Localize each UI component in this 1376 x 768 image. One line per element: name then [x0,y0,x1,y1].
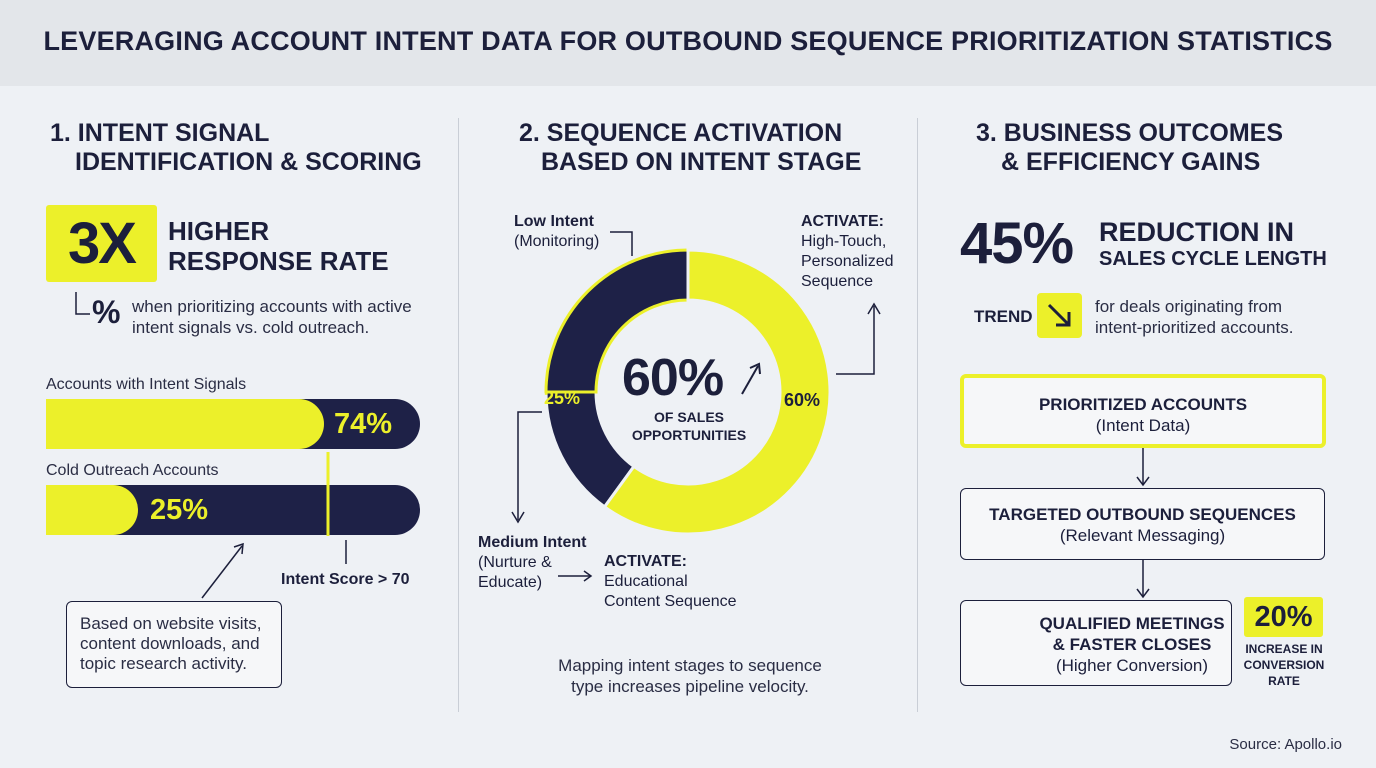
section3-title-line2: & EFFICIENCY GAINS [1001,148,1261,176]
donut-label-medium-intent: 25% [544,388,580,408]
conversion-label-line3: RATE [1268,674,1300,688]
bar-label-intent: Accounts with Intent Signals [46,376,247,393]
flow-step-prioritized-accounts: PRIORITIZED ACCOUNTS (Intent Data) [960,374,1326,448]
threshold-label: Intent Score > 70 [281,571,410,588]
medium-activate-line2: Content Sequence [604,593,737,610]
flow-step-qualified-meetings: QUALIFIED MEETINGS & FASTER CLOSES (High… [960,600,1232,686]
medium-intent-line2: Educate) [478,574,543,591]
flow-step3-title-line2: & FASTER CLOSES [1052,635,1212,654]
response-rate-label-line2: RESPONSE RATE [168,246,389,276]
bar-intent-fill [46,399,324,449]
section2-title-line2: BASED ON INTENT STAGE [541,148,862,176]
trend-desc-line2: intent-prioritized accounts. [1095,318,1294,337]
medium-intent-title: Medium Intent [478,534,587,551]
trend-desc-line1: for deals originating from [1095,297,1283,316]
note-line2: content downloads, and [80,634,260,653]
intent-donut-chart: 15%25%60% [544,248,832,536]
donut-center-label-line2: OPPORTUNITIES [631,427,747,443]
donut-center-label: OF SALES OPPORTUNITIES [606,408,772,444]
high-activate-label: ACTIVATE: [801,213,884,230]
column-divider [458,118,459,712]
source-credit: Source: Apollo.io [1229,736,1342,753]
section3-title: 3. BUSINESS OUTCOMES & EFFICIENCY GAINS [976,119,1283,177]
cycle-reduction-label-line2: SALES CYCLE LENGTH [1099,248,1327,270]
cycle-reduction-stat: 45% [960,211,1074,276]
signal-sources-note: Based on website visits, content downloa… [66,601,282,688]
bar-label-cold: Cold Outreach Accounts [46,462,219,479]
flow-step-targeted-sequences: TARGETED OUTBOUND SEQUENCES (Relevant Me… [960,488,1325,560]
cycle-reduction-label: REDUCTION IN SALES CYCLE LENGTH [1099,217,1327,271]
bar-cold-fill [46,485,138,535]
note-line1: Based on website visits, [80,614,262,633]
bar-intent-value: 74% [334,408,393,440]
medium-activate-line1: Educational [604,573,688,590]
percent-icon: % [92,294,121,330]
header-band [0,0,1376,86]
flow-step3-title-line1: QUALIFIED MEETINGS [1039,614,1225,633]
section2-title: 2. SEQUENCE ACTIVATION BASED ON INTENT S… [519,119,861,177]
medium-intent-line1: (Nurture & [478,554,552,571]
section1-title-line1: 1. INTENT SIGNAL [50,119,270,147]
section2-footer: Mapping intent stages to sequence type i… [470,655,910,697]
response-rate-desc-line1: when prioritizing accounts with active [132,297,412,316]
high-activate-line1: High-Touch, [801,233,887,250]
section1-title-line2: IDENTIFICATION & SCORING [75,148,422,176]
section3-title-line1: 3. BUSINESS OUTCOMES [976,119,1283,147]
medium-activate-label: ACTIVATE: [604,553,687,570]
flow-step3-sub: (Higher Conversion) [1055,656,1209,675]
flow-step2-title: TARGETED OUTBOUND SEQUENCES [989,505,1296,524]
section1-title: 1. INTENT SIGNAL IDENTIFICATION & SCORIN… [50,119,422,177]
trend-description: for deals originating from intent-priori… [1095,296,1293,338]
medium-intent-label: Medium Intent (Nurture & Educate) [478,533,586,593]
conversion-stat: 20% [1244,597,1323,637]
donut-segment-high-intent [602,248,832,536]
conversion-label-line2: CONVERSION [1243,658,1325,672]
donut-center-label-line1: OF SALES [653,409,724,425]
section2-title-line1: 2. SEQUENCE ACTIVATION [519,119,843,147]
response-rate-label: HIGHER RESPONSE RATE [168,216,389,276]
conversion-label: INCREASE IN CONVERSION RATE [1230,641,1338,689]
trend-up-icon [741,362,761,395]
section2-footer-line1: Mapping intent stages to sequence [558,656,822,675]
bar-cold-value: 25% [150,494,209,526]
flow-step2-sub: (Relevant Messaging) [1059,526,1226,545]
donut-center-value: 60% [622,349,724,407]
low-intent-sub: (Monitoring) [514,233,600,250]
section2-footer-line2: type increases pipeline velocity. [571,677,809,696]
trend-label: TREND [974,307,1033,326]
bar-intent-accounts [46,399,420,449]
donut-label-high-intent: 60% [784,390,820,410]
trend-down-icon [1037,293,1082,338]
medium-intent-activation: ACTIVATE: Educational Content Sequence [604,552,737,612]
column-divider [917,118,918,712]
cycle-reduction-label-line1: REDUCTION IN [1099,217,1294,247]
page-title: LEVERAGING ACCOUNT INTENT DATA FOR OUTBO… [43,26,1333,56]
low-intent-title: Low Intent [514,213,594,230]
high-intent-activation: ACTIVATE: High-Touch, Personalized Seque… [801,212,894,292]
flow-step1-sub: (Intent Data) [1095,416,1191,435]
bar-cold-accounts [46,485,420,535]
low-intent-label: Low Intent (Monitoring) [514,212,599,252]
response-rate-desc-line2: intent signals vs. cold outreach. [132,318,370,337]
bracket-connector [75,292,90,315]
response-rate-description: when prioritizing accounts with active i… [132,296,412,338]
response-rate-label-line1: HIGHER [168,216,270,246]
high-activate-line3: Sequence [801,273,874,290]
high-activate-line2: Personalized [801,253,894,270]
response-rate-stat: 3X [46,205,157,282]
conversion-label-line1: INCREASE IN [1245,642,1323,656]
note-line3: topic research activity. [80,654,247,673]
flow-step1-title: PRIORITIZED ACCOUNTS [1038,395,1248,414]
